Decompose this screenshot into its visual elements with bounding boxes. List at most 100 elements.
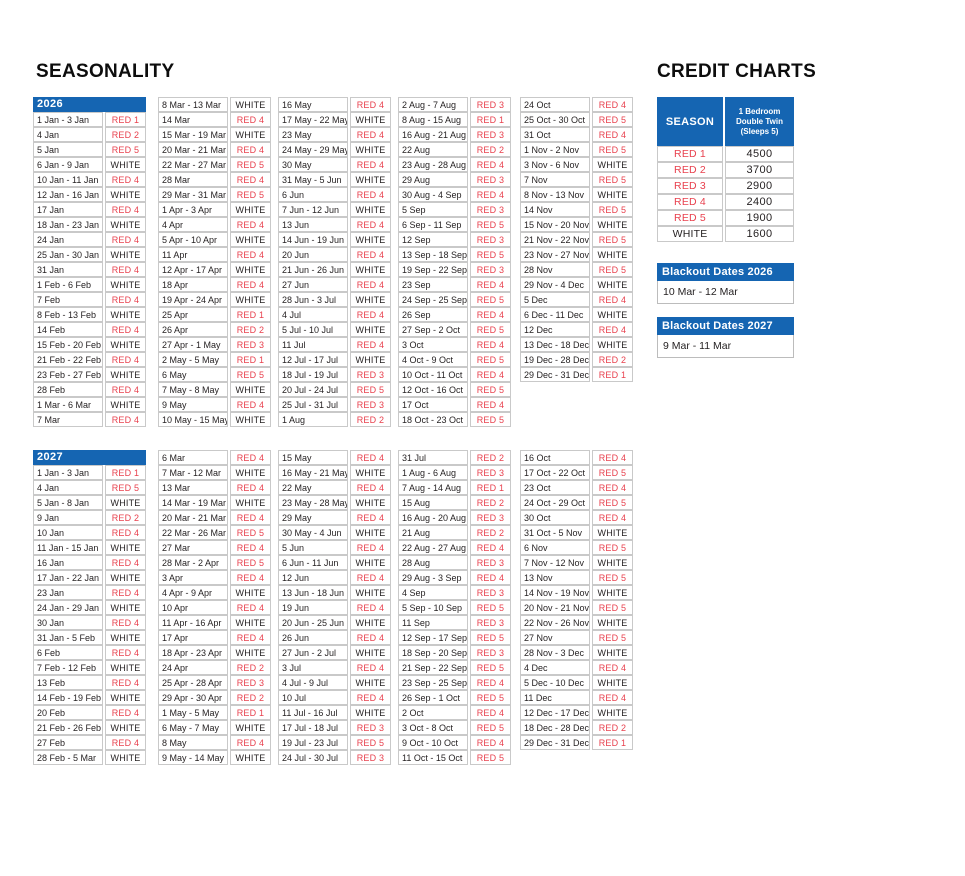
- season-code: RED 5: [470, 412, 511, 427]
- date-range: 18 Oct - 23 Oct: [398, 412, 468, 427]
- season-row: 7 Mar RED 4: [33, 412, 146, 427]
- season-code: RED 5: [592, 112, 633, 127]
- season-code: WHITE: [105, 570, 146, 585]
- season-row: 14 Nov RED 5: [520, 202, 633, 217]
- season-row: 23 Nov - 27 Nov WHITE: [520, 247, 633, 262]
- date-range: 6 Nov: [520, 540, 590, 555]
- season-row: 12 Jun RED 4: [278, 570, 391, 585]
- season-code: WHITE: [230, 750, 271, 765]
- credit-chart-table: SEASON 1 Bedroom Double Twin (Sleeps 5) …: [657, 97, 794, 242]
- season-row: 29 May RED 4: [278, 510, 391, 525]
- date-range: 7 Nov: [520, 172, 590, 187]
- season-code: RED 5: [470, 630, 511, 645]
- season-row: 15 Mar - 19 Mar WHITE: [158, 127, 271, 142]
- season-code: RED 4: [350, 690, 391, 705]
- season-code: RED 5: [470, 690, 511, 705]
- season-code: RED 1: [470, 112, 511, 127]
- season-code: RED 3: [470, 202, 511, 217]
- season-row: 26 Jun RED 4: [278, 630, 391, 645]
- season-code: WHITE: [230, 382, 271, 397]
- date-range: 22 May: [278, 480, 348, 495]
- date-range: 4 Oct - 9 Oct: [398, 352, 468, 367]
- season-row: 7 Feb - 12 Feb WHITE: [33, 660, 146, 675]
- season-code: RED 4: [105, 585, 146, 600]
- date-range: 24 Jan: [33, 232, 103, 247]
- date-range: 15 Feb - 20 Feb: [33, 337, 103, 352]
- date-range: 11 Sep: [398, 615, 468, 630]
- season-code: RED 3: [470, 615, 511, 630]
- date-range: 5 Sep - 10 Sep: [398, 600, 468, 615]
- season-row: 28 Feb RED 4: [33, 382, 146, 397]
- season-row: 22 Aug - 27 Aug RED 4: [398, 540, 511, 555]
- season-code: RED 4: [230, 630, 271, 645]
- season-code: WHITE: [592, 217, 633, 232]
- date-range: 6 May - 7 May: [158, 720, 228, 735]
- season-code: RED 5: [350, 382, 391, 397]
- season-row: 23 May - 28 May WHITE: [278, 495, 391, 510]
- date-range: 7 Feb: [33, 292, 103, 307]
- season-code: WHITE: [105, 540, 146, 555]
- season-row: 7 Jun - 12 Jun WHITE: [278, 202, 391, 217]
- season-row: 30 May - 4 Jun WHITE: [278, 525, 391, 540]
- date-range: 28 Nov: [520, 262, 590, 277]
- season-row: 28 Jun - 3 Jul WHITE: [278, 292, 391, 307]
- season-row: 1 Nov - 2 Nov RED 5: [520, 142, 633, 157]
- date-range: 28 Nov - 3 Dec: [520, 645, 590, 660]
- season-row: 8 Mar - 13 Mar WHITE: [158, 97, 271, 112]
- season-code: RED 2: [105, 127, 146, 142]
- season-row: 1 Mar - 6 Mar WHITE: [33, 397, 146, 412]
- date-range: 6 Jun: [278, 187, 348, 202]
- date-range: 6 Feb: [33, 645, 103, 660]
- season-code: RED 5: [230, 525, 271, 540]
- season-code: RED 4: [105, 412, 146, 427]
- date-range: 27 Mar: [158, 540, 228, 555]
- season-code: RED 1: [105, 465, 146, 480]
- season-code: RED 4: [592, 480, 633, 495]
- season-row: 24 Jan RED 4: [33, 232, 146, 247]
- season-code: WHITE: [592, 307, 633, 322]
- season-code: RED 5: [592, 630, 633, 645]
- season-row: 31 Oct - 5 Nov WHITE: [520, 525, 633, 540]
- season-code: RED 4: [350, 510, 391, 525]
- season-row: 19 Jun RED 4: [278, 600, 391, 615]
- season-code: RED 4: [105, 645, 146, 660]
- season-row: 29 Aug RED 3: [398, 172, 511, 187]
- credit-value: 2900: [725, 178, 794, 194]
- season-row: 30 May RED 4: [278, 157, 391, 172]
- date-range: 13 Feb: [33, 675, 103, 690]
- season-code: RED 4: [105, 262, 146, 277]
- date-range: 2 May - 5 May: [158, 352, 228, 367]
- date-range: 13 Sep - 18 Sep: [398, 247, 468, 262]
- season-code: RED 5: [592, 465, 633, 480]
- date-range: 24 Apr: [158, 660, 228, 675]
- season-code: RED 3: [350, 397, 391, 412]
- season-code: RED 5: [592, 262, 633, 277]
- season-code: RED 4: [230, 142, 271, 157]
- date-range: 31 May - 5 Jun: [278, 172, 348, 187]
- date-range: 3 Nov - 6 Nov: [520, 157, 590, 172]
- season-code: WHITE: [657, 226, 723, 242]
- credit-header-season: SEASON: [657, 97, 723, 146]
- season-row: 12 Sep RED 3: [398, 232, 511, 247]
- season-code: WHITE: [105, 247, 146, 262]
- date-range: 14 Nov: [520, 202, 590, 217]
- season-row: 13 Dec - 18 Dec WHITE: [520, 337, 633, 352]
- date-range: 2 Oct: [398, 705, 468, 720]
- date-range: 6 May: [158, 367, 228, 382]
- date-range: 14 Mar - 19 Mar: [158, 495, 228, 510]
- season-row: 22 Nov - 26 Nov WHITE: [520, 615, 633, 630]
- credit-header-room-line1: 1 Bedroom: [738, 106, 781, 116]
- season-code: RED 4: [470, 187, 511, 202]
- season-code: RED 5: [350, 735, 391, 750]
- season-row: 26 Apr RED 2: [158, 322, 271, 337]
- date-range: 16 May: [278, 97, 348, 112]
- season-code: WHITE: [105, 750, 146, 765]
- season-row: 29 Apr - 30 Apr RED 2: [158, 690, 271, 705]
- season-code: WHITE: [592, 157, 633, 172]
- season-code: RED 4: [105, 615, 146, 630]
- date-range: 5 Dec - 10 Dec: [520, 675, 590, 690]
- season-code: RED 5: [230, 555, 271, 570]
- season-row: 28 Mar RED 4: [158, 172, 271, 187]
- season-row: 24 Jan - 29 Jan WHITE: [33, 600, 146, 615]
